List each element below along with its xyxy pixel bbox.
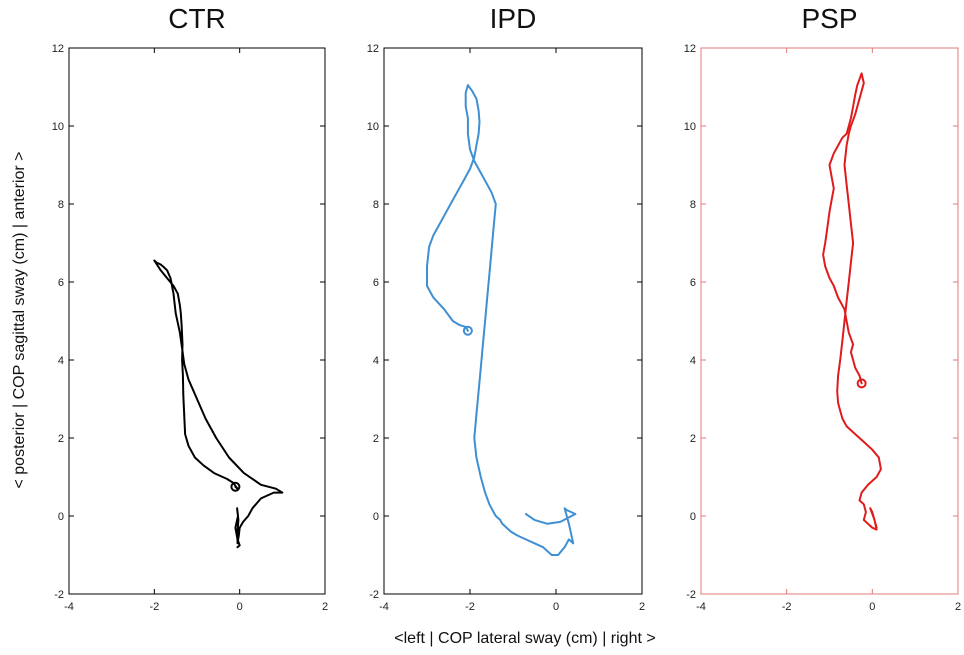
x-tick-label-ipd: 2 — [639, 601, 645, 613]
y-tick-label-ctr: 12 — [52, 43, 64, 55]
plot-frame-psp — [700, 47, 959, 595]
y-tick-label-ctr: -2 — [54, 589, 64, 601]
y-tick-label-ctr: 4 — [58, 355, 64, 367]
y-tick-label-psp: 2 — [690, 433, 696, 445]
y-tick-label-psp: -2 — [686, 589, 696, 601]
y-axis-label: < posterior | COP sagittal sway (cm) | a… — [11, 151, 28, 488]
sway-trace-ipd — [426, 84, 577, 556]
x-tick-label-ipd: -2 — [465, 601, 475, 613]
x-tick-label-psp: 2 — [955, 601, 961, 613]
sway-trace-psp — [822, 72, 882, 531]
y-tick-label-ipd: 10 — [367, 121, 379, 133]
start-point-marker-ctr — [230, 481, 241, 492]
y-tick-label-ipd: 2 — [373, 433, 379, 445]
y-tick-label-psp: 4 — [690, 355, 696, 367]
x-tick-label-ctr: -2 — [149, 601, 159, 613]
x-tick-label-ctr: 0 — [237, 601, 243, 613]
plot-frame-ipd — [383, 47, 643, 595]
y-tick-label-ipd: 8 — [373, 199, 379, 211]
y-tick-label-ipd: 0 — [373, 511, 379, 523]
y-tick-label-ipd: 4 — [373, 355, 379, 367]
y-tick-label-psp: 0 — [690, 511, 696, 523]
y-tick-label-ctr: 10 — [52, 121, 64, 133]
sway-trace-ctr — [153, 259, 284, 549]
x-tick-label-psp: -2 — [782, 601, 792, 613]
y-tick-label-psp: 10 — [684, 121, 696, 133]
x-axis-label: <left | COP lateral sway (cm) | right > — [394, 630, 655, 647]
y-tick-label-psp: 6 — [690, 277, 696, 289]
y-tick-label-psp: 8 — [690, 199, 696, 211]
y-tick-label-ctr: 2 — [58, 433, 64, 445]
y-tick-label-ctr: 6 — [58, 277, 64, 289]
start-point-marker-psp — [856, 378, 867, 389]
y-tick-label-ipd: 12 — [367, 43, 379, 55]
y-tick-label-ipd: -2 — [369, 589, 379, 601]
plot-frame-ctr — [68, 47, 326, 595]
y-tick-label-ctr: 0 — [58, 511, 64, 523]
x-tick-label-psp: 0 — [869, 601, 875, 613]
x-tick-label-ctr: -4 — [64, 601, 74, 613]
x-tick-label-ipd: 0 — [553, 601, 559, 613]
y-tick-label-psp: 12 — [684, 43, 696, 55]
x-tick-label-ipd: -4 — [379, 601, 389, 613]
panel-title-ipd: IPD — [490, 3, 537, 34]
panel-title-ctr: CTR — [168, 3, 226, 34]
panel-title-psp: PSP — [801, 3, 857, 34]
start-point-marker-ipd — [462, 325, 473, 336]
x-tick-label-ctr: 2 — [322, 601, 328, 613]
x-tick-label-psp: -4 — [696, 601, 706, 613]
y-tick-label-ctr: 8 — [58, 199, 64, 211]
y-tick-label-ipd: 6 — [373, 277, 379, 289]
